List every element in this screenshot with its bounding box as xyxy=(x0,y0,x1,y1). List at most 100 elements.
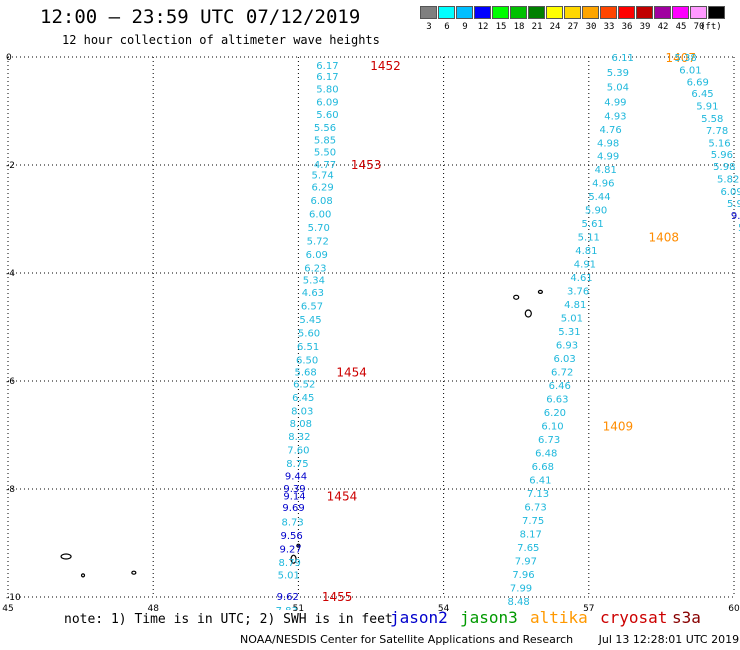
footer-credit: NOAA/NESDIS Center for Satellite Applica… xyxy=(240,633,574,646)
wave-height-value: 5.80 xyxy=(316,84,338,95)
legend-label: 70 xyxy=(693,22,705,32)
wave-height-value: 5.50 xyxy=(314,148,336,159)
legend-label: 39 xyxy=(639,22,651,32)
wave-height-value: 9.56 xyxy=(280,531,302,542)
legend-label: 3 xyxy=(426,22,432,32)
wave-height-value: 8.08 xyxy=(290,419,312,430)
legend-swatch xyxy=(636,6,653,19)
wave-height-value: 4.81 xyxy=(564,300,586,311)
wave-height-value: 5.31 xyxy=(558,327,580,338)
wave-height-value: 6.09 xyxy=(306,250,328,261)
wave-height-value: 6.93 xyxy=(556,340,578,351)
legend-label: 27 xyxy=(567,22,579,32)
legend-label: 6 xyxy=(444,22,450,32)
wave-height-value: 5 xyxy=(738,223,740,234)
pass-time-label: 1452 xyxy=(370,59,401,73)
map-subtitle: 12 hour collection of altimeter wave hei… xyxy=(62,33,380,47)
wave-height-value: 7.60 xyxy=(287,446,309,457)
pass-time-label: 1454 xyxy=(336,365,367,379)
wave-height-value: 4.81 xyxy=(575,246,597,257)
wave-height-value: 5.91 xyxy=(696,102,718,113)
wave-height-value: 5.01 xyxy=(278,570,300,581)
legend-units: (ft) xyxy=(700,22,722,32)
wave-height-value: 5.34 xyxy=(303,275,325,286)
wave-height-value: 8.32 xyxy=(288,432,310,443)
legend-swatch xyxy=(474,6,491,19)
wave-height-value: 5.9 xyxy=(727,199,740,210)
wave-height-value: 8.48 xyxy=(507,597,529,608)
wave-height-value: 8.17 xyxy=(520,529,542,540)
island xyxy=(296,543,301,548)
wave-height-value: 4.99 xyxy=(597,151,619,162)
wave-height-value: 5.38 xyxy=(674,53,696,64)
wave-height-value: 6.63 xyxy=(546,394,568,405)
wave-height-value: 5.16 xyxy=(708,138,730,149)
wave-height-value: 5.04 xyxy=(607,83,629,94)
wave-height-value: 6.41 xyxy=(529,475,551,486)
map-note: note: 1) Time is in UTC; 2) SWH is in fe… xyxy=(64,612,393,627)
legend-swatch xyxy=(456,6,473,19)
lon-tick-label: 51 xyxy=(293,604,304,614)
wave-height-value: 5.56 xyxy=(314,123,336,134)
pass-time-label: 1407 xyxy=(665,51,696,65)
wave-height-value: 5.98 xyxy=(713,162,735,173)
legend-swatch xyxy=(582,6,599,19)
wave-height-value: 6.73 xyxy=(538,435,560,446)
wave-height-value: 4.61 xyxy=(570,273,592,284)
wave-height-value: 6.03 xyxy=(553,354,575,365)
wave-height-value: 7.75 xyxy=(522,516,544,527)
wave-height-value: 6.57 xyxy=(301,301,323,312)
legend-label: 15 xyxy=(495,22,507,32)
wave-height-value: 4.81 xyxy=(595,165,617,176)
lon-tick-label: 54 xyxy=(438,604,450,614)
wave-height-value: 6.72 xyxy=(551,367,573,378)
wave-height-value: 6.45 xyxy=(691,89,713,100)
wave-height-value: 5.58 xyxy=(701,114,723,125)
wave-height-value: 6.17 xyxy=(316,61,338,72)
legend-label: 21 xyxy=(531,22,543,32)
wave-height-value: 7.96 xyxy=(512,570,534,581)
wave-height-value: 8.79 xyxy=(279,558,301,569)
pass-time-label: 1454 xyxy=(327,489,358,503)
wave-height-value: 6.08 xyxy=(310,196,332,207)
mission-label-cryosat: cryosat xyxy=(600,608,668,627)
wave-height-value: 6.69 xyxy=(687,77,709,88)
map-title: 12:00 — 23:59 UTC 07/12/2019 xyxy=(40,6,361,28)
island xyxy=(524,309,532,318)
wave-height-value: 6.68 xyxy=(532,462,554,473)
island xyxy=(60,553,72,560)
wave-height-value: 9.62 xyxy=(277,592,299,603)
legend-label: 36 xyxy=(621,22,633,32)
wave-height-value: 9.44 xyxy=(285,472,307,483)
legend-swatch xyxy=(438,6,455,19)
wave-height-value: 7.83 xyxy=(276,606,298,617)
wave-height-value: 3.76 xyxy=(567,286,589,297)
legend-swatch xyxy=(528,6,545,19)
lat-tick-label: -8 xyxy=(6,485,15,495)
wave-height-value: 4.96 xyxy=(592,178,614,189)
wave-height-value: 7.97 xyxy=(515,556,537,567)
island xyxy=(513,294,520,300)
wave-height-value: 8.75 xyxy=(286,459,308,470)
legend-swatch xyxy=(420,6,437,19)
wave-height-value: 6.01 xyxy=(679,65,701,76)
wave-height-value: 6.23 xyxy=(304,264,326,275)
lon-tick-label: 45 xyxy=(2,604,13,614)
wave-height-value: 6.09 xyxy=(316,97,338,108)
wave-height-value: 8.73 xyxy=(281,517,303,528)
legend-label: 30 xyxy=(585,22,597,32)
wave-height-value: 7.78 xyxy=(706,126,728,137)
wave-height-value: 6.09 xyxy=(720,187,740,198)
wave-height-value: 9.27 xyxy=(280,544,302,555)
wave-height-value: 6.73 xyxy=(524,502,546,513)
wave-height-value: 6.11 xyxy=(612,53,634,64)
legend-swatch xyxy=(510,6,527,19)
mission-label-jason2: jason2 xyxy=(390,608,448,627)
pass-time-label: 1455 xyxy=(322,590,353,604)
wave-height-value: 5.44 xyxy=(588,192,610,203)
legend-label: 18 xyxy=(513,22,525,32)
legend-swatch xyxy=(654,6,671,19)
legend-label: 9 xyxy=(462,22,468,32)
wave-height-value: 4.98 xyxy=(597,138,619,149)
